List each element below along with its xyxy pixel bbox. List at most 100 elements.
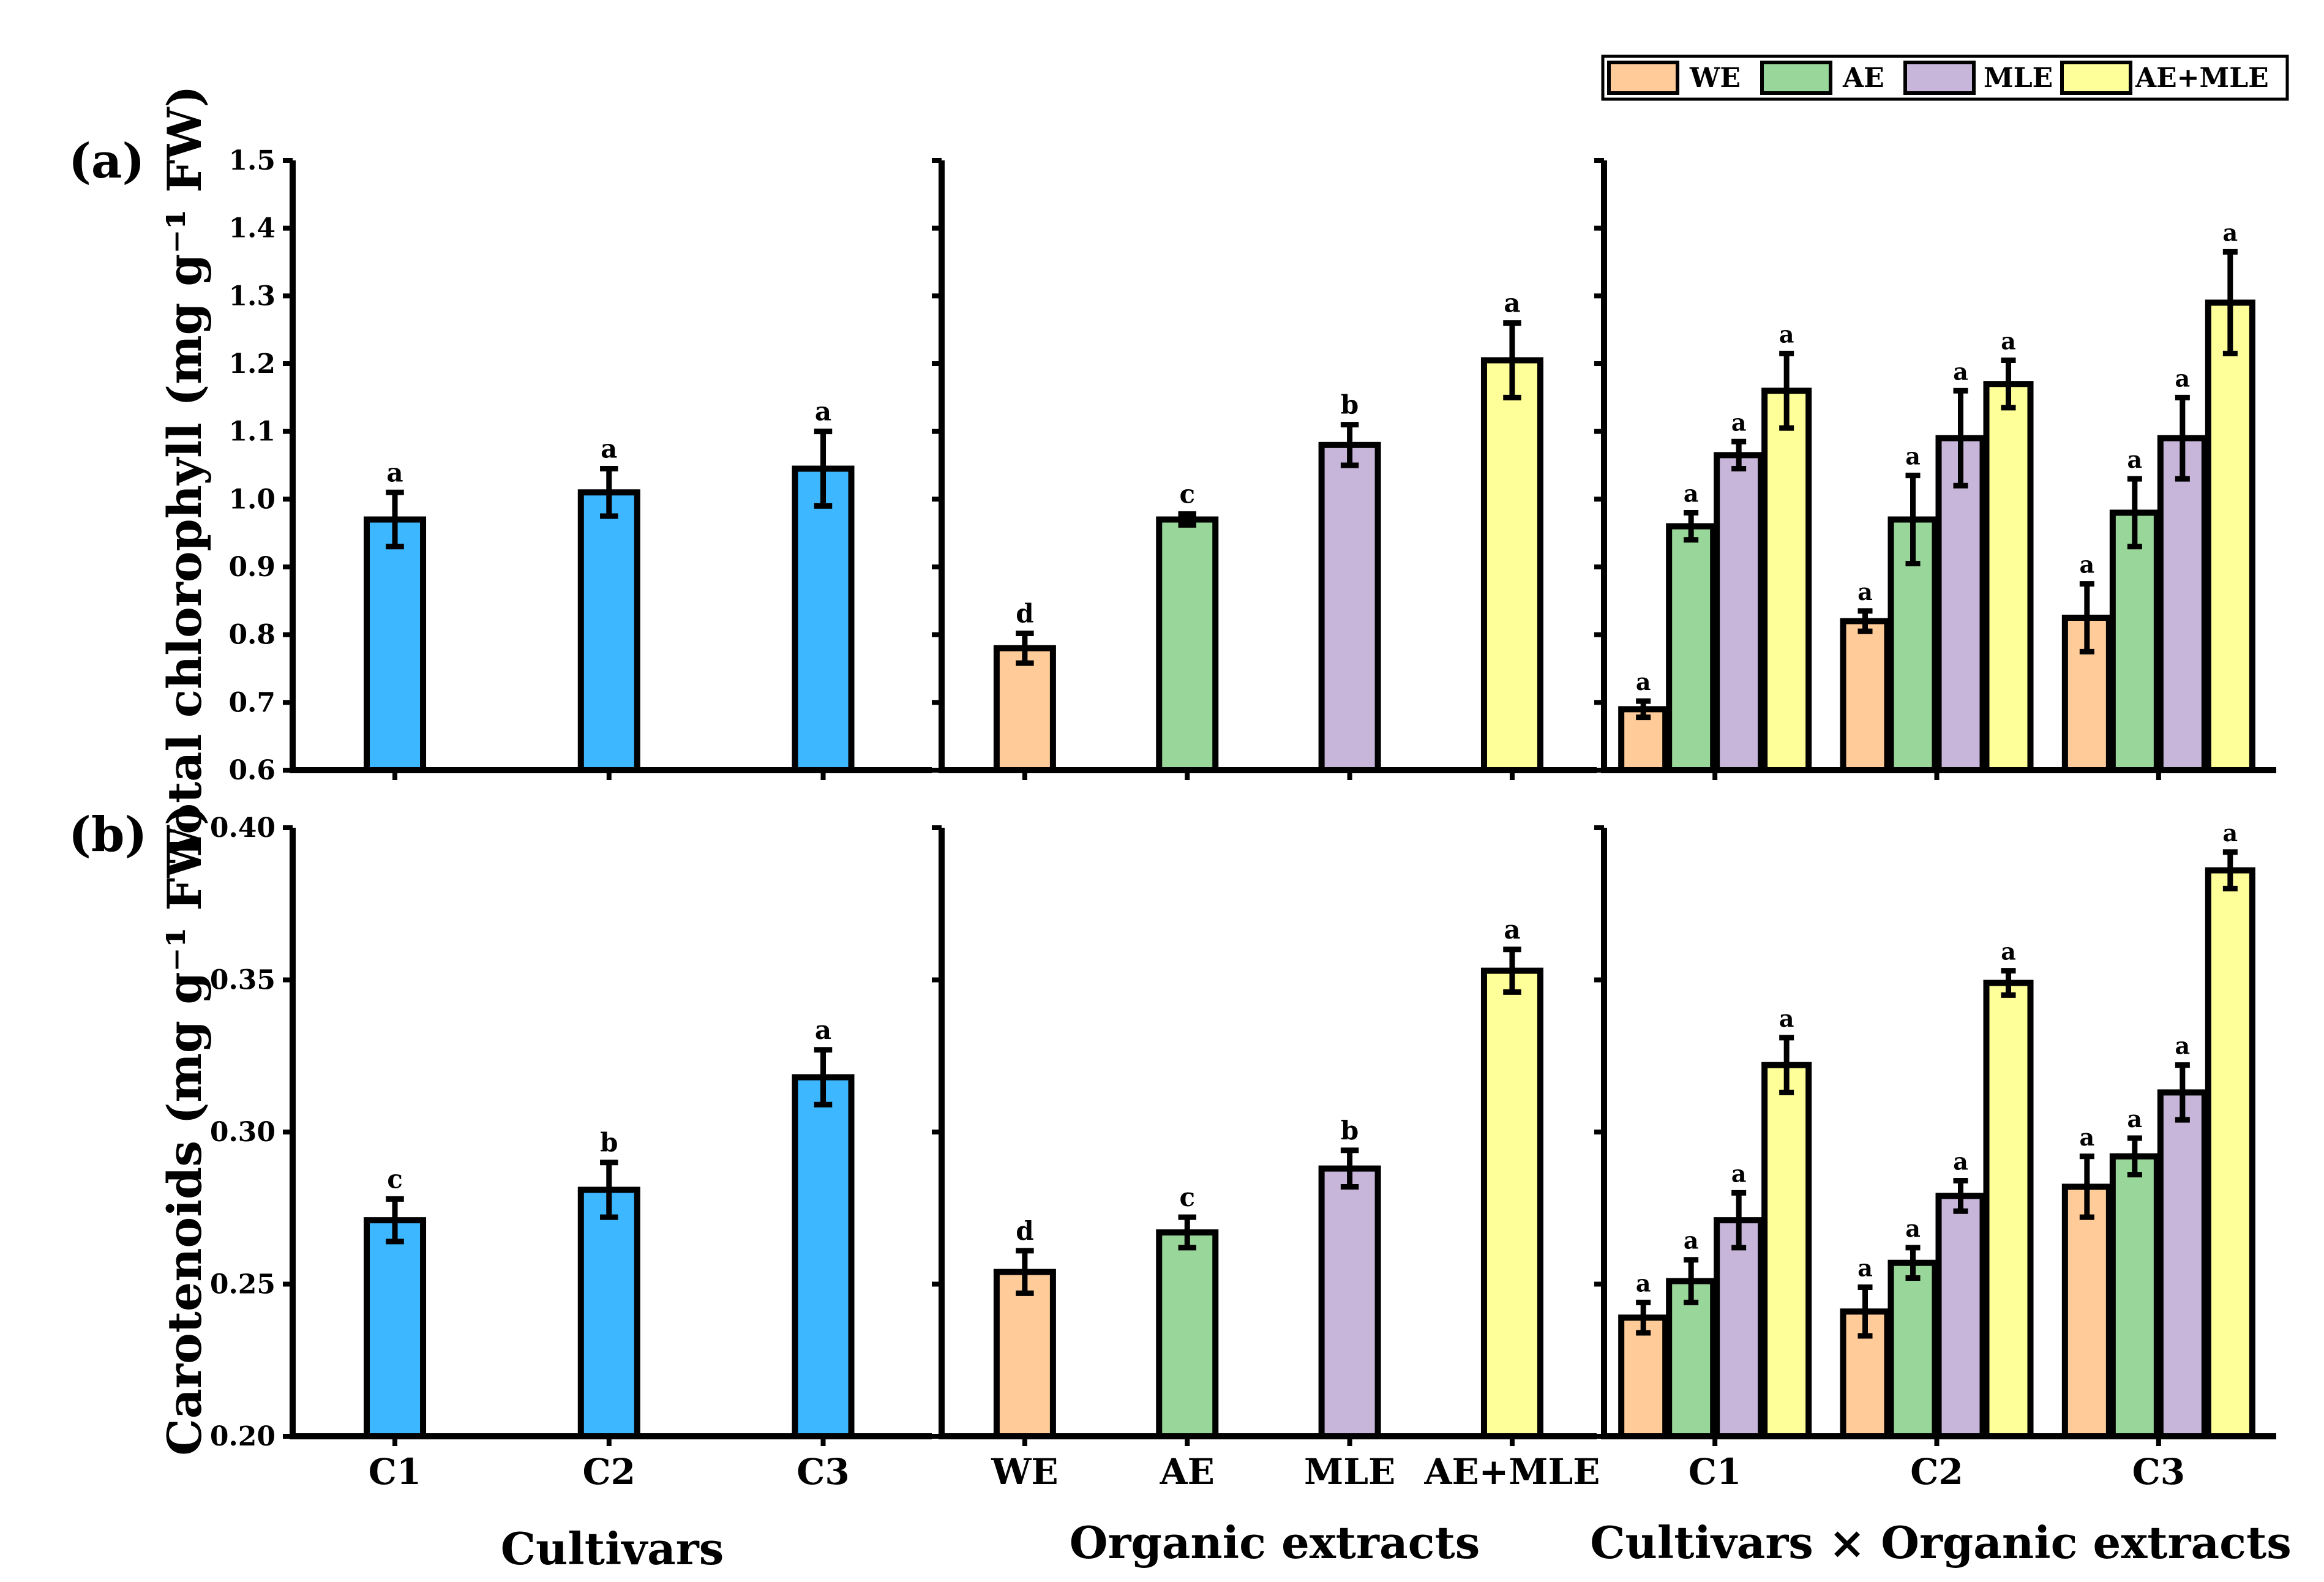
panel-a-chlorophyll: 0.60.70.80.91.01.11.21.31.41.5aaadcbaaaa… (228, 145, 2276, 786)
bar-interaction-C2-WE (1840, 618, 1891, 773)
y-tick-label: 0.6 (228, 755, 276, 786)
bar-interaction-C1-AE+MLE (1761, 388, 1812, 773)
legend-label-mle: MLE (1984, 62, 2053, 94)
x-tick-label-C1: C1 (369, 1451, 422, 1493)
significance-letter-interaction-C1-AE: a (1684, 1227, 1699, 1254)
significance-letter-interaction-C2-MLE: a (1953, 1148, 1968, 1175)
y-tick-label: 1.2 (228, 348, 276, 380)
y-tick-label: 0.40 (210, 812, 276, 844)
y-tick-label: 1.4 (228, 213, 276, 244)
significance-letter-extracts-AE+MLE: a (1504, 288, 1520, 318)
x-tick-label-C1: C1 (1689, 1451, 1742, 1493)
panel-b-carotenoids: 0.20 0.25 0.30 0.35 0.40 c C1 b C2 a C3 d WE c AE b MLE a… (210, 812, 2276, 1493)
bar-interaction-C2-AE+MLE (1983, 381, 2034, 773)
bar-interaction-C3-WE (2061, 1183, 2112, 1439)
y-tick-label: 0.8 (228, 620, 276, 651)
subplot-b-interaction: a a a a C1 a a a a C2 a a a a C3 (1594, 819, 2276, 1493)
x-tick-label-AE: AE (1160, 1451, 1215, 1493)
bar-interaction-C3-AE (2109, 1153, 2160, 1439)
bar-interaction-C3-AE+MLE (2205, 867, 2255, 1439)
legend-label-we: WE (1689, 62, 1741, 94)
x-tick-label-AE+MLE: AE+MLE (1423, 1451, 1600, 1493)
subplot-b-extracts: d WE c AE b MLE a AE+MLE (932, 825, 1600, 1493)
legend-label-ae-mle: AE+MLE (2135, 62, 2269, 94)
bar-cultivars-C3 (792, 1074, 855, 1440)
x-tick-label-C2: C2 (583, 1451, 636, 1493)
significance-letter-interaction-C1-AE+MLE: a (1779, 320, 1794, 348)
y-tick-label: 1.0 (228, 484, 276, 515)
y-axis-title-a: Total chlorophyll (mg g⁻¹ FW) (157, 85, 212, 863)
significance-letter-interaction-C1-MLE: a (1731, 1160, 1747, 1187)
bar-cultivars-C3 (792, 465, 855, 773)
legend-swatch-mle (1903, 61, 1976, 95)
y-tick-label: 0.25 (210, 1269, 276, 1300)
significance-letter-interaction-C3-AE+MLE: a (2223, 219, 2238, 246)
y-tick-label: 1.1 (228, 416, 276, 448)
significance-letter-interaction-C2-WE: a (1857, 578, 1873, 605)
significance-letter-extracts-AE: c (1179, 1182, 1195, 1212)
y-tick-label: 1.3 (228, 280, 276, 312)
significance-letter-cultivars-C3: a (815, 1015, 831, 1045)
significance-letter-interaction-C2-WE: a (1857, 1254, 1873, 1281)
significance-letter-interaction-C2-AE: a (1905, 443, 1921, 470)
bar-interaction-C2-MLE (1935, 1193, 1986, 1439)
y-tick-label: 0.9 (228, 552, 276, 583)
x-tick-label-MLE: MLE (1304, 1451, 1395, 1493)
significance-letter-interaction-C1-WE: a (1636, 668, 1651, 695)
x-tick-label-WE: WE (991, 1451, 1058, 1493)
bar-interaction-C1-MLE (1714, 452, 1764, 773)
bar-interaction-C2-AE (1887, 1259, 1938, 1439)
y-tick-label: 0.7 (228, 687, 276, 718)
significance-letter-cultivars-C3: a (815, 397, 831, 427)
y-tick-label: 0.30 (210, 1117, 276, 1148)
significance-letter-extracts-WE: d (1016, 1216, 1033, 1246)
bar-extracts-AE (1156, 516, 1219, 773)
subplot-a-interaction: a a a a a a a a a a a a (1594, 158, 2276, 780)
significance-letter-interaction-C2-MLE: a (1953, 358, 1968, 385)
panel-label-a: (a) (69, 133, 144, 189)
legend-swatch-ae (1760, 61, 1832, 95)
bar-interaction-C1-AE (1666, 523, 1717, 773)
group-title-cultivars: Cultivars (501, 1523, 724, 1575)
significance-letter-interaction-C2-AE+MLE: a (2001, 938, 2016, 965)
bar-interaction-C2-AE+MLE (1983, 980, 2034, 1439)
significance-letter-cultivars-C1: c (387, 1164, 403, 1194)
subplot-a-extracts: d c b a (932, 158, 1597, 780)
bar-cultivars-C1 (364, 1217, 427, 1439)
subplot-a-cultivars: 0.6 0.7 0.8 0.9 1.0 1.1 1.2 1.3 1.4 1.5 a a a (228, 145, 932, 786)
legend: WE AE MLE AE+MLE (1601, 54, 2289, 101)
significance-letter-cultivars-C2: b (600, 1128, 618, 1158)
significance-letter-interaction-C3-MLE: a (2175, 1032, 2191, 1060)
significance-letter-interaction-C2-AE: a (1905, 1215, 1921, 1242)
bar-extracts-WE (993, 1269, 1056, 1440)
x-tick-label-C2: C2 (1910, 1451, 1963, 1493)
bar-extracts-MLE (1318, 1165, 1381, 1439)
bar-interaction-C3-AE+MLE (2205, 299, 2255, 773)
significance-letter-interaction-C2-AE+MLE: a (2001, 327, 2016, 354)
legend-swatch-we (1607, 61, 1679, 95)
significance-letter-interaction-C1-WE: a (1636, 1269, 1651, 1297)
x-tick-label-C3: C3 (2132, 1451, 2186, 1493)
group-title-extracts: Organic extracts (1070, 1516, 1480, 1569)
bar-interaction-C3-AE (2109, 509, 2160, 773)
panel-label-b: (b) (69, 807, 147, 863)
significance-letter-interaction-C3-WE: a (2080, 1123, 2095, 1151)
significance-letter-interaction-C1-AE+MLE: a (1779, 1005, 1794, 1032)
bar-extracts-AE+MLE (1480, 357, 1543, 773)
significance-letter-cultivars-C1: a (386, 457, 403, 487)
significance-letter-extracts-AE: c (1179, 479, 1195, 509)
legend-label-ae: AE (1842, 62, 1884, 94)
significance-letter-interaction-C3-AE: a (2127, 446, 2143, 473)
bar-interaction-C2-MLE (1935, 435, 1986, 773)
bar-cultivars-C2 (577, 489, 640, 773)
bar-interaction-C1-AE+MLE (1761, 1062, 1812, 1440)
bar-interaction-C1-MLE (1714, 1217, 1764, 1439)
significance-letter-interaction-C3-MLE: a (2175, 364, 2191, 392)
significance-letter-interaction-C3-WE: a (2080, 551, 2095, 579)
significance-letter-interaction-C3-AE: a (2127, 1105, 2143, 1133)
bar-cultivars-C2 (577, 1186, 640, 1440)
bar-interaction-C3-MLE (2157, 1089, 2208, 1439)
bar-cultivars-C1 (364, 516, 427, 773)
significance-letter-interaction-C1-MLE: a (1731, 408, 1747, 436)
